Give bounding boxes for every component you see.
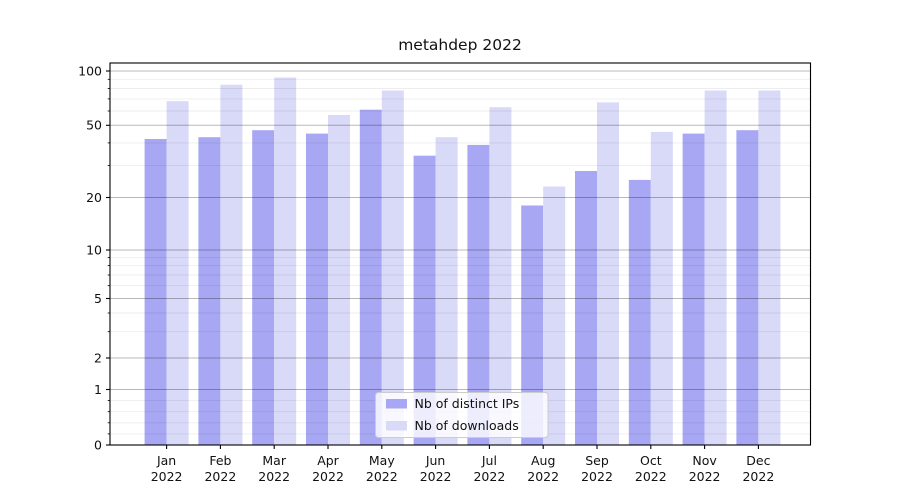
x-tick-label-month: Nov	[692, 453, 717, 468]
bar	[650, 131, 673, 445]
legend-label: Nb of downloads	[415, 418, 519, 433]
bar	[359, 109, 382, 445]
x-tick-label-year: 2022	[527, 469, 559, 484]
bar	[220, 84, 243, 445]
bar	[381, 90, 404, 445]
bar	[682, 133, 705, 445]
x-tick-label-year: 2022	[742, 469, 774, 484]
x-tick-label-month: Mar	[262, 453, 286, 468]
x-tick-label-year: 2022	[151, 469, 183, 484]
bar	[435, 137, 458, 445]
x-tick-label-year: 2022	[581, 469, 613, 484]
bar	[489, 107, 512, 445]
legend-label: Nb of distinct IPs	[415, 396, 520, 411]
legend-swatch	[386, 421, 407, 431]
x-tick-label-month: Feb	[209, 453, 231, 468]
bar	[306, 133, 328, 445]
x-tick-label-year: 2022	[420, 469, 452, 484]
y-tick-label: 100	[78, 63, 102, 78]
y-tick-label: 1	[94, 382, 102, 397]
bars-layer	[144, 77, 781, 446]
legend-box	[375, 392, 549, 438]
bar	[413, 155, 436, 445]
bar	[467, 144, 490, 445]
bar	[521, 205, 544, 445]
bar	[166, 101, 189, 445]
bar	[198, 137, 221, 445]
x-tick-label-month: Dec	[746, 453, 770, 468]
x-tick-label-month: Jul	[481, 453, 497, 468]
bar	[575, 171, 597, 445]
chart-title: metahdep 2022	[398, 36, 522, 54]
x-tick-label-month: Apr	[317, 453, 339, 468]
bar	[252, 130, 275, 445]
x-tick-label-year: 2022	[258, 469, 290, 484]
x-tick-label-month: Jun	[425, 453, 446, 468]
legend-swatch	[386, 399, 407, 409]
y-tick-label: 2	[94, 350, 102, 365]
grid-layer	[110, 70, 811, 435]
bar	[597, 102, 619, 446]
x-tick-label-year: 2022	[635, 469, 667, 484]
bar	[543, 186, 566, 445]
bar	[328, 115, 350, 445]
x-tick-label-year: 2022	[473, 469, 505, 484]
bar	[758, 90, 781, 445]
x-tick-label-month: Aug	[531, 453, 555, 468]
x-tick-label-year: 2022	[312, 469, 344, 484]
y-tick-label: 20	[86, 190, 102, 205]
axes-layer: 0125102050100Jan2022Feb2022Mar2022Apr202…	[78, 62, 812, 484]
bar	[144, 139, 167, 445]
x-tick-label-year: 2022	[366, 469, 398, 484]
legend: Nb of distinct IPs Nb of downloads	[375, 392, 549, 438]
x-tick-label-month: May	[369, 453, 395, 468]
x-tick-label-month: Oct	[640, 453, 662, 468]
y-tick-label: 50	[86, 118, 102, 133]
y-tick-label: 0	[94, 437, 102, 452]
bar	[628, 179, 651, 445]
y-tick-label: 5	[94, 291, 102, 306]
x-tick-label-year: 2022	[204, 469, 236, 484]
bar	[704, 90, 727, 445]
x-tick-label-year: 2022	[689, 469, 721, 484]
x-tick-label-month: Jan	[156, 453, 176, 468]
bar	[274, 77, 297, 445]
plot-border	[109, 62, 812, 446]
x-tick-label-month: Sep	[585, 453, 609, 468]
y-tick-label: 10	[86, 242, 102, 257]
bar	[736, 130, 759, 445]
